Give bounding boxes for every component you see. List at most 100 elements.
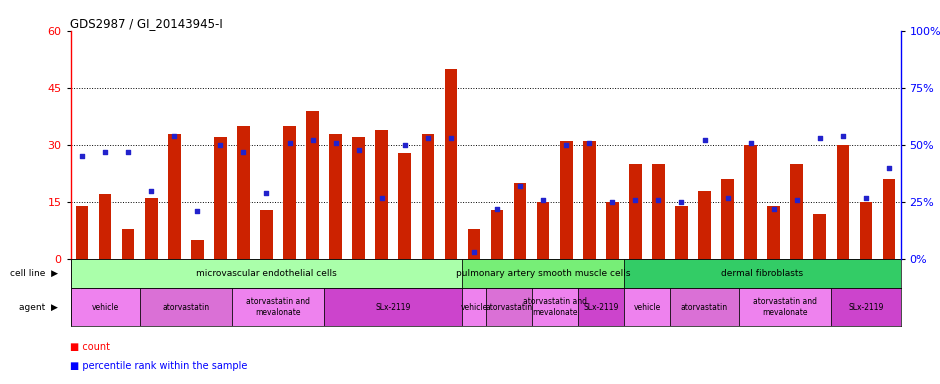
Bar bbox=[491, 210, 504, 259]
Point bbox=[374, 194, 389, 200]
Point bbox=[306, 137, 321, 144]
Bar bbox=[76, 206, 88, 259]
Bar bbox=[399, 152, 411, 259]
Point bbox=[720, 194, 735, 200]
Bar bbox=[652, 164, 665, 259]
Point bbox=[490, 206, 505, 212]
Text: vehicle: vehicle bbox=[91, 303, 118, 312]
Bar bbox=[859, 202, 872, 259]
Point bbox=[628, 197, 643, 203]
Text: atorvastatin: atorvastatin bbox=[485, 303, 532, 312]
Bar bbox=[583, 141, 596, 259]
Text: ■ percentile rank within the sample: ■ percentile rank within the sample bbox=[70, 361, 248, 371]
Bar bbox=[324, 288, 462, 326]
Bar bbox=[306, 111, 319, 259]
Point bbox=[512, 183, 527, 189]
Bar bbox=[831, 288, 901, 326]
Text: cell line  ▶: cell line ▶ bbox=[10, 269, 58, 278]
Text: microvascular endothelial cells: microvascular endothelial cells bbox=[196, 269, 337, 278]
Bar bbox=[237, 126, 250, 259]
Point bbox=[74, 153, 89, 159]
Text: SLx-2119: SLx-2119 bbox=[376, 303, 411, 312]
Bar bbox=[721, 179, 734, 259]
Point bbox=[697, 137, 713, 144]
Text: vehicle: vehicle bbox=[461, 303, 488, 312]
Point bbox=[582, 140, 597, 146]
Bar bbox=[675, 206, 688, 259]
Bar bbox=[462, 259, 624, 288]
Point bbox=[444, 135, 459, 141]
Bar bbox=[70, 259, 462, 288]
Text: SLx-2119: SLx-2119 bbox=[583, 303, 619, 312]
Point bbox=[766, 206, 781, 212]
Text: atorvastatin: atorvastatin bbox=[163, 303, 210, 312]
Bar bbox=[670, 288, 739, 326]
Text: agent  ▶: agent ▶ bbox=[19, 303, 58, 312]
Bar bbox=[467, 229, 480, 259]
Bar bbox=[744, 145, 757, 259]
Point bbox=[882, 165, 897, 171]
Point bbox=[536, 197, 551, 203]
Text: pulmonary artery smooth muscle cells: pulmonary artery smooth muscle cells bbox=[456, 269, 631, 278]
Bar bbox=[791, 164, 803, 259]
Bar bbox=[421, 134, 434, 259]
Bar bbox=[445, 69, 457, 259]
Text: atorvastatin and
mevalonate: atorvastatin and mevalonate bbox=[246, 298, 310, 317]
Text: atorvastatin and
mevalonate: atorvastatin and mevalonate bbox=[753, 298, 817, 317]
Bar bbox=[260, 210, 273, 259]
Bar bbox=[606, 202, 619, 259]
Point bbox=[744, 140, 759, 146]
Point bbox=[212, 142, 227, 148]
Point bbox=[98, 149, 113, 155]
Text: GDS2987 / GI_20143945-I: GDS2987 / GI_20143945-I bbox=[70, 17, 224, 30]
Bar bbox=[837, 145, 849, 259]
Bar bbox=[70, 288, 140, 326]
Bar bbox=[813, 214, 826, 259]
Text: atorvastatin and
mevalonate: atorvastatin and mevalonate bbox=[523, 298, 587, 317]
Point bbox=[352, 146, 367, 152]
Point bbox=[166, 133, 181, 139]
Point bbox=[190, 208, 205, 214]
Text: atorvastatin: atorvastatin bbox=[681, 303, 728, 312]
Point bbox=[858, 194, 873, 200]
Point bbox=[258, 190, 274, 196]
Point bbox=[398, 142, 413, 148]
Bar bbox=[168, 134, 180, 259]
Bar bbox=[122, 229, 134, 259]
Text: SLx-2119: SLx-2119 bbox=[848, 303, 884, 312]
Point bbox=[836, 133, 851, 139]
Bar bbox=[578, 288, 624, 326]
Bar bbox=[624, 259, 901, 288]
Bar bbox=[560, 141, 572, 259]
Point bbox=[812, 135, 827, 141]
Point bbox=[558, 142, 573, 148]
Bar bbox=[191, 240, 204, 259]
Point bbox=[144, 188, 159, 194]
Point bbox=[674, 199, 689, 205]
Point bbox=[604, 199, 619, 205]
Point bbox=[466, 249, 481, 255]
Point bbox=[328, 140, 343, 146]
Point bbox=[282, 140, 297, 146]
Bar bbox=[232, 288, 324, 326]
Bar bbox=[145, 198, 158, 259]
Text: ■ count: ■ count bbox=[70, 342, 111, 352]
Point bbox=[650, 197, 666, 203]
Bar bbox=[462, 288, 486, 326]
Bar bbox=[140, 288, 232, 326]
Bar bbox=[375, 130, 388, 259]
Bar bbox=[329, 134, 342, 259]
Point bbox=[420, 135, 435, 141]
Text: vehicle: vehicle bbox=[634, 303, 661, 312]
Point bbox=[120, 149, 135, 155]
Point bbox=[236, 149, 251, 155]
Bar bbox=[883, 179, 895, 259]
Point bbox=[790, 197, 805, 203]
Bar bbox=[739, 288, 831, 326]
Bar bbox=[99, 194, 112, 259]
Bar bbox=[514, 183, 526, 259]
Bar bbox=[698, 191, 711, 259]
Bar bbox=[214, 137, 227, 259]
Bar bbox=[283, 126, 296, 259]
Bar bbox=[537, 202, 550, 259]
